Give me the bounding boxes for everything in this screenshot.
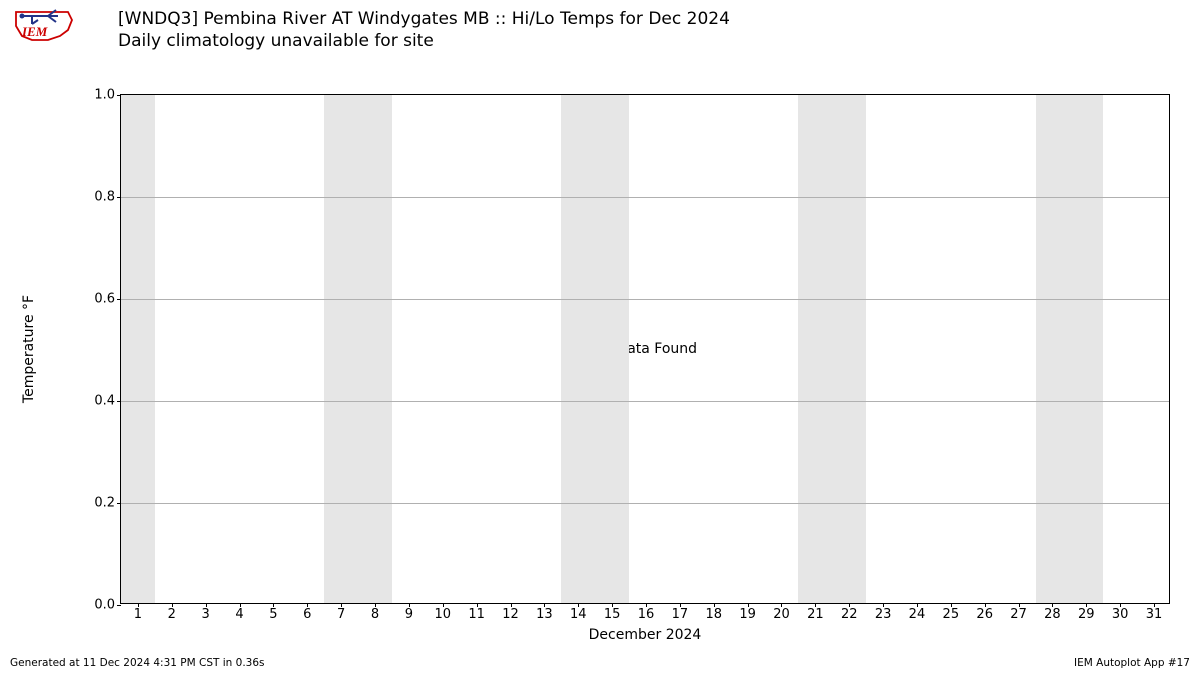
xtick-label: 5 bbox=[269, 607, 277, 622]
gridline bbox=[121, 299, 1169, 300]
y-axis-label: Temperature °F bbox=[21, 295, 37, 403]
xtick-label: 31 bbox=[1146, 607, 1163, 622]
xtick-label: 22 bbox=[841, 607, 858, 622]
title-line-1: [WNDQ3] Pembina River AT Windygates MB :… bbox=[118, 8, 730, 30]
title-line-2: Daily climatology unavailable for site bbox=[118, 30, 730, 52]
gridline bbox=[121, 401, 1169, 402]
ytick-mark bbox=[117, 503, 121, 504]
xtick-label: 8 bbox=[371, 607, 379, 622]
weekend-band bbox=[1036, 95, 1104, 603]
xtick-label: 18 bbox=[705, 607, 722, 622]
xtick-label: 16 bbox=[638, 607, 655, 622]
xtick-label: 2 bbox=[168, 607, 176, 622]
ytick-label: 0.8 bbox=[94, 190, 115, 205]
plot-area: Temperature °F December 2024 No Data Fou… bbox=[120, 94, 1170, 604]
ytick-label: 0.0 bbox=[94, 598, 115, 613]
gridline bbox=[121, 197, 1169, 198]
chart-title: [WNDQ3] Pembina River AT Windygates MB :… bbox=[118, 8, 730, 52]
xtick-label: 25 bbox=[943, 607, 960, 622]
iem-logo: IEM bbox=[8, 6, 78, 46]
xtick-label: 19 bbox=[739, 607, 756, 622]
xtick-label: 29 bbox=[1078, 607, 1095, 622]
ytick-mark bbox=[117, 299, 121, 300]
xtick-label: 11 bbox=[468, 607, 485, 622]
ytick-label: 0.4 bbox=[94, 394, 115, 409]
weekend-band bbox=[324, 95, 392, 603]
footer-app-text: IEM Autoplot App #17 bbox=[1074, 657, 1190, 669]
xtick-label: 7 bbox=[337, 607, 345, 622]
xtick-label: 13 bbox=[536, 607, 553, 622]
gridline bbox=[121, 503, 1169, 504]
xtick-label: 21 bbox=[807, 607, 824, 622]
xtick-label: 20 bbox=[773, 607, 790, 622]
xtick-label: 10 bbox=[434, 607, 451, 622]
ytick-label: 0.2 bbox=[94, 496, 115, 511]
xtick-label: 24 bbox=[909, 607, 926, 622]
xtick-label: 4 bbox=[235, 607, 243, 622]
ytick-mark bbox=[117, 197, 121, 198]
ytick-mark bbox=[117, 401, 121, 402]
xtick-label: 6 bbox=[303, 607, 311, 622]
xtick-label: 17 bbox=[672, 607, 689, 622]
weekend-band bbox=[121, 95, 155, 603]
xtick-label: 3 bbox=[202, 607, 210, 622]
xtick-label: 23 bbox=[875, 607, 892, 622]
svg-text:IEM: IEM bbox=[21, 24, 48, 39]
xtick-label: 30 bbox=[1112, 607, 1129, 622]
weekend-band bbox=[561, 95, 629, 603]
xtick-label: 1 bbox=[134, 607, 142, 622]
x-axis-label: December 2024 bbox=[589, 627, 702, 643]
xtick-label: 28 bbox=[1044, 607, 1061, 622]
ytick-label: 0.6 bbox=[94, 292, 115, 307]
xtick-label: 9 bbox=[405, 607, 413, 622]
xtick-label: 27 bbox=[1010, 607, 1027, 622]
ytick-mark bbox=[117, 605, 121, 606]
xtick-label: 12 bbox=[502, 607, 519, 622]
ytick-label: 1.0 bbox=[94, 88, 115, 103]
xtick-label: 14 bbox=[570, 607, 587, 622]
footer-generated-text: Generated at 11 Dec 2024 4:31 PM CST in … bbox=[10, 657, 265, 669]
ytick-mark bbox=[117, 95, 121, 96]
xtick-label: 26 bbox=[976, 607, 993, 622]
xtick-label: 15 bbox=[604, 607, 621, 622]
weekend-band bbox=[798, 95, 866, 603]
